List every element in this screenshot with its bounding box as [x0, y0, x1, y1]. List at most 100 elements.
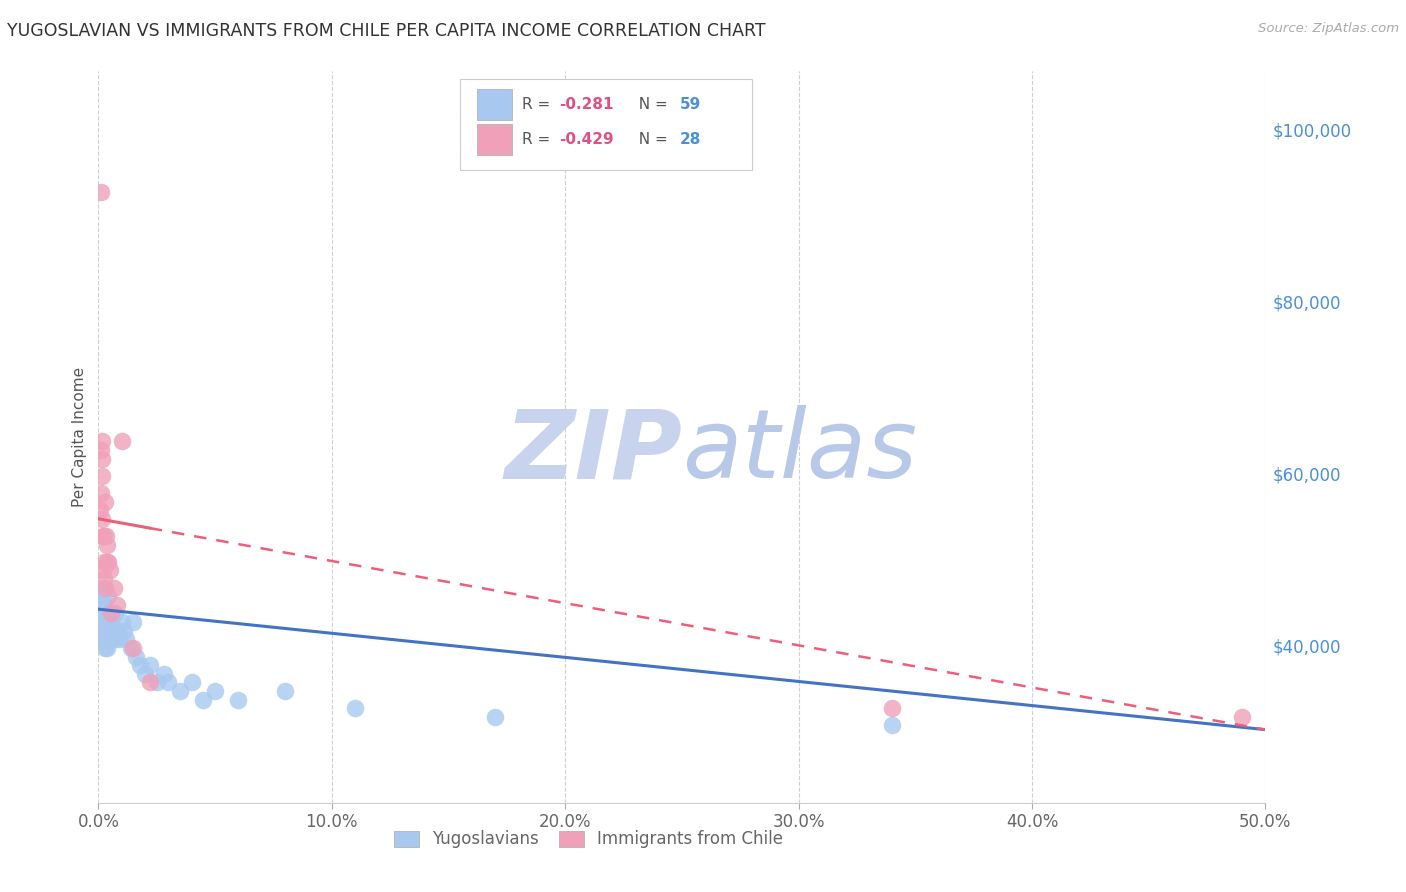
Text: 59: 59 [679, 96, 700, 112]
Point [103, 632, 125, 647]
Point [139, 675, 162, 690]
Point [90, 615, 112, 629]
Point [91, 434, 114, 449]
Text: $40,000: $40,000 [1272, 639, 1341, 657]
Text: -0.281: -0.281 [560, 96, 614, 112]
Point [125, 649, 148, 664]
Point [91, 624, 114, 638]
Point [93, 529, 115, 543]
Point [90, 185, 112, 199]
Text: -0.429: -0.429 [560, 132, 614, 147]
Point [93, 555, 115, 569]
FancyBboxPatch shape [477, 89, 512, 120]
Point [122, 640, 145, 655]
Point [193, 692, 215, 706]
Point [89, 607, 111, 621]
Point [97, 555, 120, 569]
Point [94, 607, 117, 621]
Point [274, 684, 297, 698]
Point [90, 468, 112, 483]
Point [96, 538, 118, 552]
Point [120, 640, 142, 655]
Point [97, 615, 120, 629]
Text: Source: ZipAtlas.com: Source: ZipAtlas.com [1258, 22, 1399, 36]
Point [91, 615, 114, 629]
Point [97, 589, 120, 603]
FancyBboxPatch shape [460, 78, 752, 170]
Point [115, 632, 138, 647]
Point [100, 615, 122, 629]
Point [94, 581, 117, 595]
Point [93, 598, 115, 612]
Point [180, 675, 202, 690]
Point [98, 624, 121, 638]
Point [94, 615, 117, 629]
Text: YUGOSLAVIAN VS IMMIGRANTS FROM CHILE PER CAPITA INCOME CORRELATION CHART: YUGOSLAVIAN VS IMMIGRANTS FROM CHILE PER… [7, 22, 766, 40]
Y-axis label: Per Capita Income: Per Capita Income [72, 367, 87, 508]
Point [93, 607, 115, 621]
Text: $80,000: $80,000 [1272, 294, 1341, 313]
Point [91, 529, 114, 543]
Point [103, 581, 125, 595]
Point [108, 632, 131, 647]
Point [90, 581, 112, 595]
Point [90, 589, 112, 603]
Point [98, 564, 121, 578]
Legend: Yugoslavians, Immigrants from Chile: Yugoslavians, Immigrants from Chile [385, 822, 792, 856]
Point [129, 658, 152, 673]
Point [97, 607, 120, 621]
Text: $60,000: $60,000 [1272, 467, 1341, 485]
Text: $100,000: $100,000 [1272, 122, 1351, 141]
Text: atlas: atlas [682, 405, 917, 499]
Point [344, 701, 367, 715]
Point [90, 607, 112, 621]
FancyBboxPatch shape [477, 124, 512, 154]
Point [91, 624, 114, 638]
Point [89, 503, 111, 517]
Point [94, 624, 117, 638]
Point [139, 658, 162, 673]
Text: R =: R = [522, 96, 555, 112]
Point [1230, 710, 1253, 724]
Point [880, 701, 903, 715]
Text: N =: N = [630, 132, 673, 147]
Point [880, 718, 903, 732]
Point [93, 615, 115, 629]
Point [91, 564, 114, 578]
Point [204, 684, 226, 698]
Point [93, 632, 115, 647]
Point [134, 666, 156, 681]
Point [484, 710, 506, 724]
Point [91, 512, 114, 526]
Point [98, 632, 121, 647]
Point [94, 640, 117, 655]
Point [91, 615, 114, 629]
Point [90, 486, 112, 500]
Point [122, 615, 145, 629]
Point [89, 589, 111, 603]
Point [94, 494, 117, 508]
Point [157, 675, 180, 690]
Point [93, 624, 115, 638]
Text: 28: 28 [679, 132, 702, 147]
Point [104, 607, 127, 621]
Point [112, 624, 135, 638]
Point [96, 555, 118, 569]
Point [90, 598, 112, 612]
Point [90, 451, 112, 466]
Point [93, 572, 115, 586]
Point [100, 607, 122, 621]
Point [91, 607, 114, 621]
Point [96, 632, 118, 647]
Point [111, 434, 134, 449]
Point [101, 624, 124, 638]
Point [105, 624, 128, 638]
Text: ZIP: ZIP [503, 405, 682, 499]
Point [111, 615, 134, 629]
Point [152, 666, 174, 681]
Point [96, 640, 118, 655]
Point [169, 684, 191, 698]
Point [91, 632, 114, 647]
Text: R =: R = [522, 132, 555, 147]
Point [90, 442, 112, 457]
